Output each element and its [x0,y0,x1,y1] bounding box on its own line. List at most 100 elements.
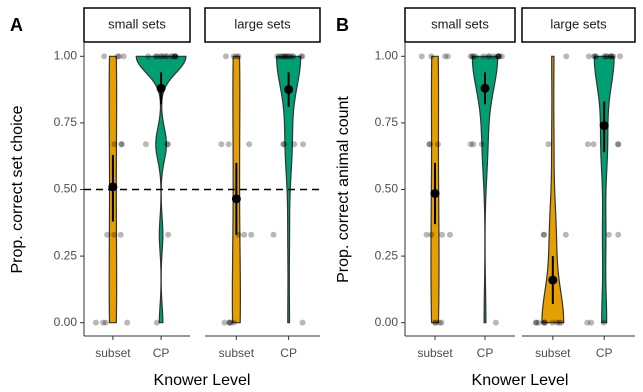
raw-point [432,319,439,326]
raw-point [274,53,281,60]
raw-point [495,53,502,60]
raw-point [614,141,621,148]
y-tick-label: 0.00 [375,315,399,329]
raw-point [540,231,547,238]
raw-point [235,53,242,60]
violin [541,55,565,324]
raw-point [495,53,502,60]
raw-point [172,53,179,60]
raw-point [615,231,622,238]
raw-point [532,319,539,326]
raw-point [171,53,178,60]
raw-point [145,53,152,60]
facet-strip [521,7,636,43]
mean-point [231,194,241,204]
raw-point [286,53,293,60]
panel-letter: B [336,15,349,35]
raw-point [281,141,288,148]
raw-point [615,141,622,148]
raw-point [591,53,598,60]
x-axis-title: Knower Level [154,372,251,389]
raw-point [601,53,608,60]
y-tick-label: 0.75 [54,115,78,129]
raw-point [284,53,291,60]
raw-point [593,53,600,60]
raw-point [496,53,503,60]
raw-point [226,319,233,326]
raw-point [100,319,107,326]
raw-point [418,53,425,60]
raw-point [470,141,477,148]
raw-point [281,53,288,60]
raw-point [248,231,255,238]
raw-point [286,53,293,60]
raw-point [610,53,617,60]
raw-point [291,141,298,148]
x-tick-label: CP [153,346,170,360]
raw-point [535,319,542,326]
raw-point [485,53,492,60]
raw-point [600,319,607,326]
violin [471,55,499,324]
raw-point [152,53,159,60]
raw-point [111,231,118,238]
raw-point [172,53,179,60]
raw-point [478,141,485,148]
raw-point [432,319,439,326]
raw-point [423,231,430,238]
raw-point [467,53,474,60]
raw-point [563,53,570,60]
raw-point [556,319,563,326]
raw-point [118,141,125,148]
raw-point [117,231,124,238]
x-tick-label: subset [535,346,571,360]
raw-point [300,141,307,148]
raw-point [590,141,597,148]
raw-point [233,53,240,60]
mean-point [156,83,166,93]
y-tick-label: 1.00 [54,48,78,62]
raw-point [469,53,476,60]
x-tick-label: CP [477,346,494,360]
raw-point [276,53,283,60]
raw-point [603,53,610,60]
mean-point [430,188,440,198]
raw-point [533,319,540,326]
facet-strip [404,7,516,43]
raw-point [467,141,474,148]
raw-point [603,53,610,60]
raw-point [541,319,548,326]
raw-point [490,53,497,60]
y-tick-label: 0.25 [54,248,78,262]
raw-point [495,53,502,60]
raw-point [124,319,131,326]
raw-point [608,53,615,60]
raw-point [230,53,237,60]
mean-point [548,275,558,285]
raw-point [164,141,171,148]
y-tick-label: 0.50 [375,182,399,196]
raw-point [270,231,277,238]
raw-point [101,53,108,60]
raw-point [116,53,123,60]
raw-point [540,319,547,326]
x-tick-label: CP [280,346,297,360]
raw-point [498,53,505,60]
raw-point [221,319,228,326]
raw-point [299,319,306,326]
mean-point [284,85,294,95]
raw-point [492,319,499,326]
raw-point [542,319,549,326]
raw-point [428,53,435,60]
raw-point [562,231,569,238]
x-tick-label: subset [95,346,131,360]
raw-point [438,319,445,326]
raw-point [222,53,229,60]
raw-point [104,231,111,238]
raw-point [549,319,556,326]
facet-title: small sets [108,16,166,31]
raw-point [558,319,565,326]
raw-point [164,53,171,60]
raw-point [282,53,289,60]
